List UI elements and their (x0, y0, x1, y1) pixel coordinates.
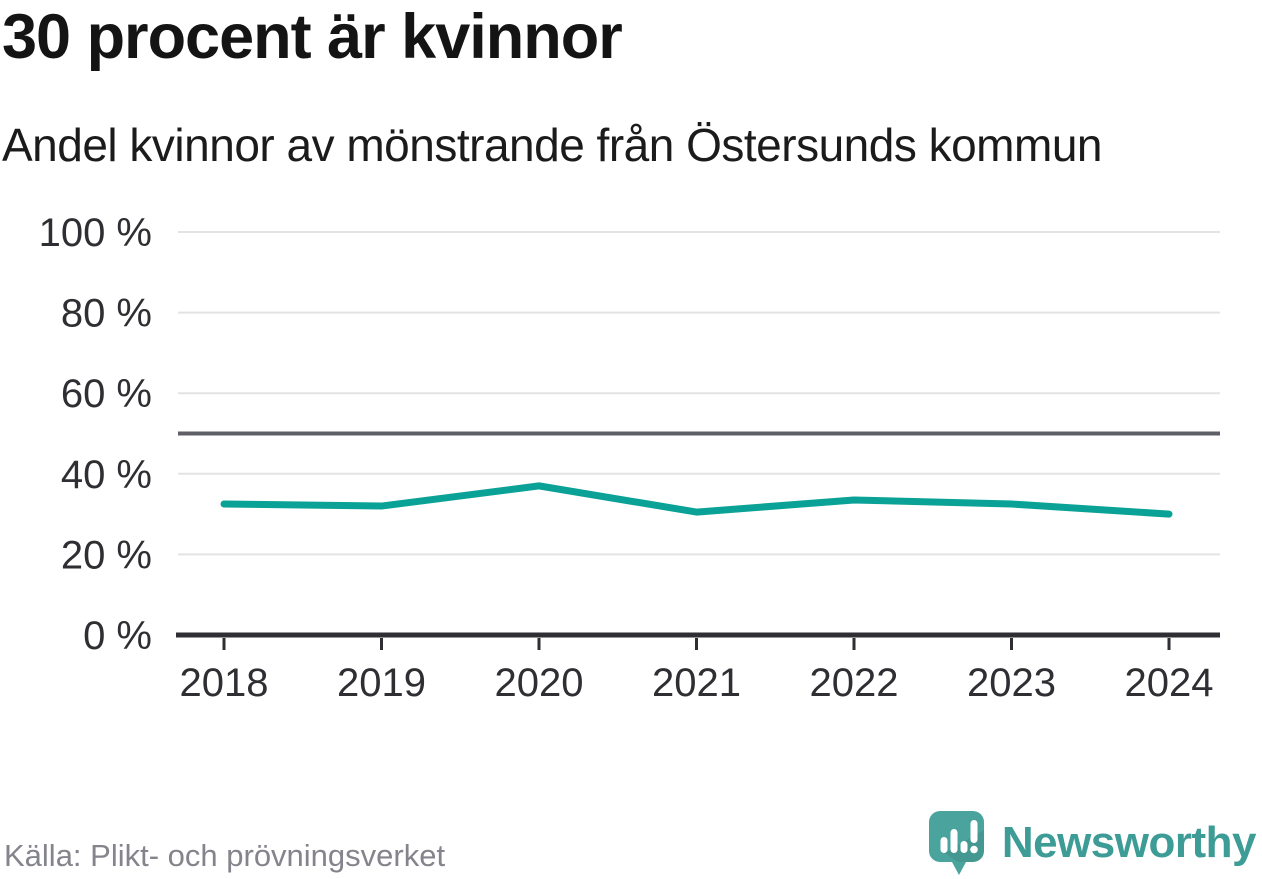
bar-3 (960, 841, 968, 853)
y-tick-label: 100 % (39, 211, 152, 255)
y-tick-label: 40 % (61, 453, 152, 497)
y-tick-label: 80 % (61, 292, 152, 336)
source-note: Källa: Plikt- och prövningsverket (4, 838, 446, 873)
x-tick-label: 2023 (967, 661, 1056, 705)
y-tick-label: 0 % (83, 614, 152, 658)
x-tick-label: 2019 (337, 661, 426, 705)
x-tick-label: 2024 (1125, 661, 1214, 705)
newsworthy-brand: Newsworthy (928, 810, 1257, 876)
y-tick-label: 60 % (61, 372, 152, 416)
exclamation-bar (970, 820, 978, 843)
chart-subtitle: Andel kvinnor av mönstrande från Östersu… (2, 119, 1102, 171)
exclamation-dot (970, 845, 978, 854)
newsworthy-wordmark: Newsworthy (1001, 818, 1257, 867)
data-line (220, 482, 1173, 518)
x-tick-label: 2020 (495, 661, 584, 705)
x-tick-label: 2018 (180, 661, 269, 705)
y-tick-label: 20 % (61, 533, 152, 577)
newsworthy-logo-icon (928, 811, 984, 875)
chart-title: 30 procent är kvinnor (2, 2, 623, 72)
x-tick-label: 2022 (810, 661, 899, 705)
bar-1 (940, 837, 948, 853)
x-tick-label: 2021 (652, 661, 741, 705)
bar-2 (950, 829, 958, 853)
